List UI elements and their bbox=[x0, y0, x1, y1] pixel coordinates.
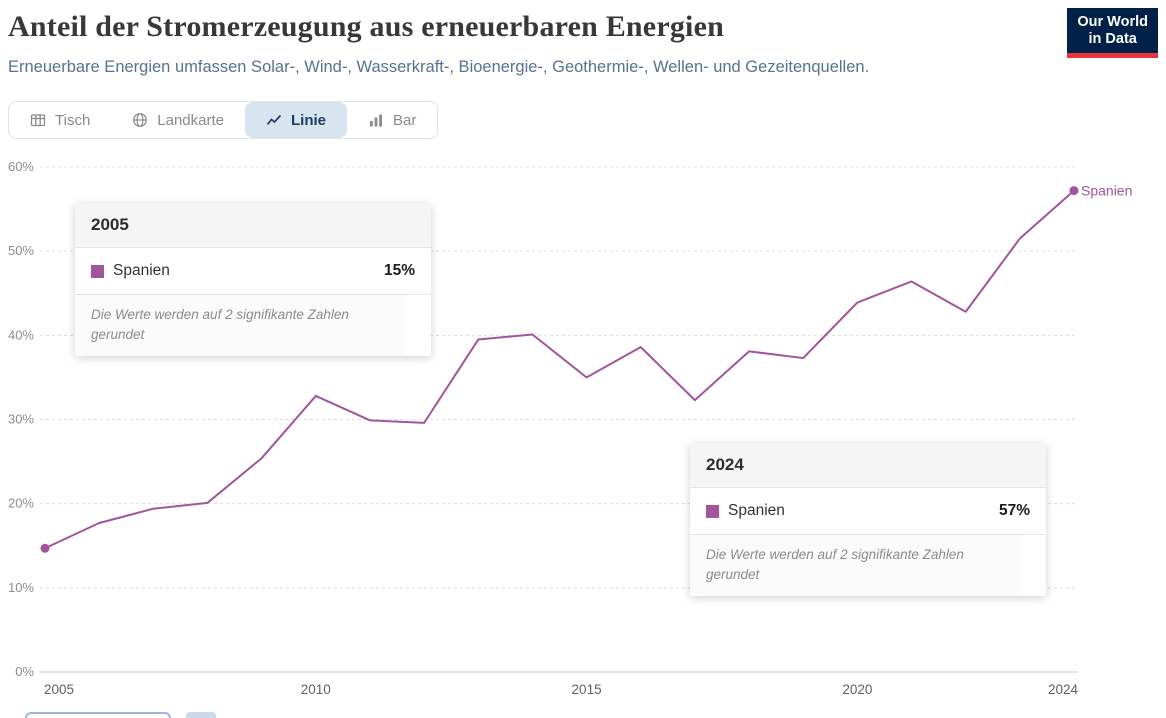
x-tick-label: 2015 bbox=[572, 682, 602, 697]
tooltip-series-row: Spanien 15% bbox=[75, 248, 431, 295]
tab-label: Tisch bbox=[55, 111, 91, 129]
x-tick-label: 2020 bbox=[842, 682, 872, 697]
y-tick-label: 30% bbox=[8, 412, 34, 427]
data-point-marker[interactable] bbox=[40, 543, 50, 553]
series-swatch bbox=[706, 504, 719, 518]
tooltip-series-row: Spanien 57% bbox=[690, 488, 1046, 535]
tab-label: Bar bbox=[393, 111, 417, 129]
tab-line[interactable]: Linie bbox=[245, 102, 348, 138]
series-swatch bbox=[91, 264, 104, 278]
timeline-button-partial[interactable] bbox=[186, 712, 216, 718]
y-tick-label: 40% bbox=[8, 327, 34, 342]
page-subtitle: Erneuerbare Energien umfassen Solar-, Wi… bbox=[8, 58, 870, 76]
tab-table[interactable]: Tisch bbox=[9, 102, 111, 138]
tooltip-year: 2024 bbox=[690, 443, 1046, 488]
series-value: 57% bbox=[998, 502, 1030, 519]
series-name: Spanien bbox=[113, 262, 170, 279]
tooltip-year: 2005 bbox=[75, 203, 431, 248]
timeline-slider-partial[interactable] bbox=[25, 712, 171, 718]
series-end-label: Spanien bbox=[1081, 183, 1132, 199]
series-value: 15% bbox=[383, 262, 415, 279]
tab-label: Linie bbox=[291, 111, 327, 129]
owid-logo[interactable]: Our World in Data bbox=[1067, 8, 1158, 59]
y-tick-label: 10% bbox=[8, 580, 34, 595]
rounding-note: Die Werte werden auf 2 signifikante Zahl… bbox=[690, 535, 1020, 597]
x-tick-label: 2024 bbox=[1048, 682, 1079, 697]
rounding-note: Die Werte werden auf 2 signifikante Zahl… bbox=[75, 295, 405, 357]
table-icon bbox=[30, 114, 46, 127]
y-tick-label: 50% bbox=[8, 243, 34, 258]
data-point-marker[interactable] bbox=[1069, 186, 1079, 196]
page-title: Anteil der Stromerzeugung aus erneuerbar… bbox=[8, 10, 724, 43]
y-tick-label: 20% bbox=[8, 496, 34, 511]
tab-map[interactable]: Landkarte bbox=[111, 102, 245, 138]
tooltip-2005: 2005 Spanien 15% Die Werte werden auf 2 … bbox=[75, 203, 431, 357]
logo-line2: in Data bbox=[1088, 31, 1137, 48]
tooltip-2024: 2024 Spanien 57% Die Werte werden auf 2 … bbox=[690, 443, 1046, 597]
y-tick-label: 0% bbox=[15, 664, 34, 679]
x-tick-label: 2005 bbox=[44, 682, 74, 697]
x-tick-label: 2010 bbox=[301, 682, 331, 697]
series-name: Spanien bbox=[728, 502, 785, 519]
chart-type-tabs: Tisch Landkarte Linie Bar bbox=[8, 101, 439, 139]
y-tick-label: 60% bbox=[8, 159, 34, 174]
tab-bar[interactable]: Bar bbox=[347, 102, 437, 138]
line-chart-icon bbox=[266, 114, 282, 126]
chart-line[interactable] bbox=[44, 189, 1075, 550]
bar-chart-icon bbox=[370, 114, 383, 127]
logo-line1: Our World bbox=[1077, 14, 1148, 30]
globe-icon bbox=[133, 113, 148, 127]
tab-label: Landkarte bbox=[157, 111, 224, 129]
